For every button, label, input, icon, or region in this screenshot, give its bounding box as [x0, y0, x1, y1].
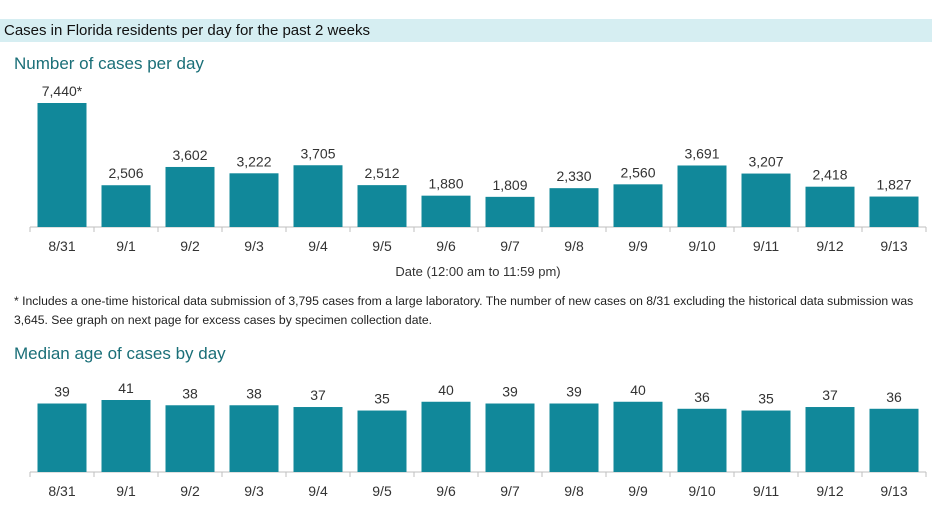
data-label: 38 [246, 385, 262, 401]
x-tick-label: 9/11 [753, 483, 779, 499]
historical-data-footnote: * Includes a one-time historical data su… [14, 294, 914, 327]
x-tick-label: 9/8 [564, 483, 584, 499]
x-tick-label: 9/12 [816, 238, 843, 254]
bar-9/5 [357, 410, 407, 472]
bar-9/4 [293, 407, 343, 472]
bar-9/11 [741, 173, 791, 227]
data-label: 40 [630, 382, 646, 398]
x-tick-label: 9/7 [500, 483, 520, 499]
x-tick-label: 9/1 [116, 238, 136, 254]
x-tick-label: 9/9 [628, 483, 648, 499]
bar-8/31 [37, 403, 87, 472]
cases-chart-title: Number of cases per day [14, 54, 204, 73]
bar-9/7 [485, 403, 535, 472]
bar-9/7 [485, 196, 535, 227]
data-label: 40 [438, 382, 454, 398]
bar-9/11 [741, 410, 791, 472]
bar-9/10 [677, 165, 727, 227]
data-label: 36 [886, 389, 902, 405]
bar-8/31 [37, 103, 87, 227]
x-tick-label: 9/5 [372, 238, 392, 254]
x-tick-label: 9/11 [753, 238, 779, 254]
bar-9/2 [165, 166, 215, 227]
data-label: 2,512 [364, 165, 399, 181]
data-label: 3,602 [172, 147, 207, 163]
bar-9/9 [613, 184, 663, 227]
data-label: 38 [182, 385, 198, 401]
data-label: 39 [566, 384, 582, 400]
data-label: 36 [694, 389, 710, 405]
data-label: 41 [118, 380, 134, 396]
x-tick-label: 9/1 [116, 483, 136, 499]
bar-9/10 [677, 408, 727, 472]
data-label: 1,827 [876, 177, 911, 193]
median-age-chart-title: Median age of cases by day [14, 344, 226, 363]
data-label: 37 [822, 387, 838, 403]
x-axis-title: Date (12:00 am to 11:59 pm) [395, 264, 560, 279]
bar-9/13 [869, 408, 919, 472]
cases-per-day-chart: 7,440* 8/31 2,506 9/1 3,602 9/2 3,222 9/3 3,705 9… [29, 83, 927, 279]
bar-9/12 [805, 407, 855, 472]
x-tick-label: 9/3 [244, 238, 264, 254]
data-label: 35 [758, 391, 774, 407]
data-label: 3,222 [236, 153, 271, 169]
bar-9/2 [165, 405, 215, 472]
bar-9/6 [421, 195, 471, 227]
x-tick-label: 9/9 [628, 238, 648, 254]
bar-9/1 [101, 185, 151, 227]
x-tick-label: 9/2 [180, 483, 200, 499]
x-tick-label: 9/4 [308, 483, 328, 499]
bar-9/3 [229, 173, 279, 227]
x-tick-label: 9/13 [880, 238, 907, 254]
x-tick-label: 9/8 [564, 238, 584, 254]
data-label: 2,330 [556, 168, 591, 184]
bar-9/8 [549, 188, 599, 227]
data-label: 3,207 [748, 154, 783, 170]
x-tick-label: 9/10 [688, 238, 715, 254]
data-label: 3,705 [300, 145, 335, 161]
x-tick-label: 9/5 [372, 483, 392, 499]
data-label: 39 [502, 384, 518, 400]
x-tick-label: 9/10 [688, 483, 715, 499]
bar-9/8 [549, 403, 599, 472]
x-tick-label: 9/3 [244, 483, 264, 499]
x-tick-label: 9/2 [180, 238, 200, 254]
data-label: 3,691 [684, 145, 719, 161]
page-header: Cases in Florida residents per day for t… [0, 19, 932, 42]
bar-9/1 [101, 400, 151, 472]
x-tick-label: 9/6 [436, 238, 456, 254]
data-label: 2,418 [812, 167, 847, 183]
data-label: 1,809 [492, 177, 527, 193]
x-tick-label: 9/7 [500, 238, 520, 254]
data-label: 37 [310, 387, 326, 403]
bar-9/9 [613, 401, 663, 472]
data-label: 7,440* [42, 83, 83, 99]
x-tick-label: 9/12 [816, 483, 843, 499]
data-label: 1,880 [428, 176, 463, 192]
data-label: 2,560 [620, 164, 655, 180]
data-label: 2,506 [108, 165, 143, 181]
x-tick-label: 9/13 [880, 483, 907, 499]
x-tick-label: 8/31 [48, 483, 75, 499]
x-tick-label: 8/31 [48, 238, 75, 254]
x-tick-label: 9/6 [436, 483, 456, 499]
bar-9/3 [229, 405, 279, 472]
bar-9/12 [805, 186, 855, 227]
bar-9/13 [869, 196, 919, 227]
bar-9/5 [357, 185, 407, 227]
data-label: 35 [374, 391, 390, 407]
x-tick-label: 9/4 [308, 238, 328, 254]
bar-9/4 [293, 165, 343, 227]
data-label: 39 [54, 384, 70, 400]
median-age-chart: 39 8/31 41 9/1 38 9/2 38 9/3 37 9/4 35 9/5 40 9/6 39 9/… [29, 380, 927, 499]
bar-9/6 [421, 401, 471, 472]
